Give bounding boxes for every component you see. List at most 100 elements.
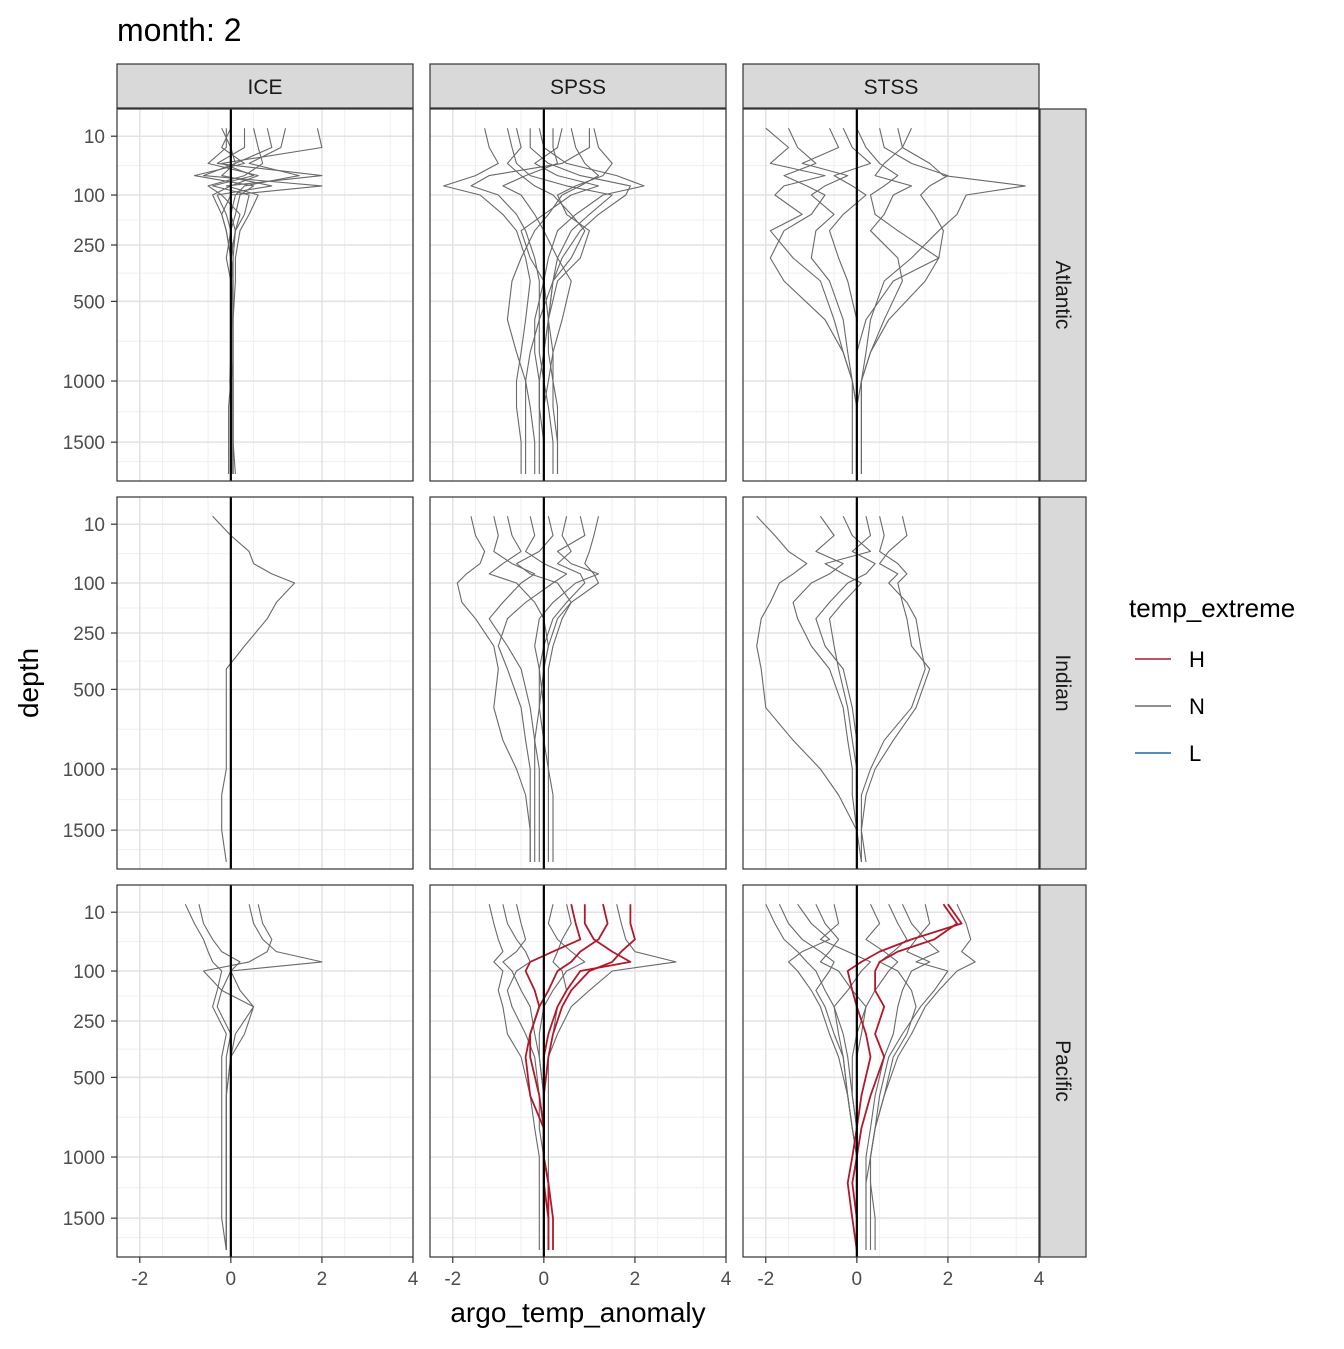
x-axis-label: argo_temp_anomaly (450, 1297, 705, 1328)
panel-background (430, 885, 726, 1257)
x-tick-label: 2 (630, 1269, 641, 1290)
panel-indian-stss (742, 496, 1040, 870)
panel-border (116, 108, 414, 482)
panel-atlantic-ice (116, 108, 414, 482)
strip-indian: Indian (1039, 496, 1087, 870)
x-tick-label: 2 (317, 1269, 328, 1290)
y-tick-label: 10 (84, 515, 105, 536)
strip-background (429, 63, 727, 109)
profile-line-n (543, 516, 600, 862)
chart-title: month: 2 (117, 12, 242, 48)
strip-label: Atlantic (1051, 261, 1074, 330)
profile-line-n (856, 127, 940, 474)
legend-label: N (1189, 694, 1205, 719)
profile-line-h (529, 903, 609, 1250)
profile-line-n (860, 516, 926, 862)
profile-line-h (846, 903, 963, 1251)
panel-border (116, 496, 414, 870)
panel-background (743, 497, 1039, 869)
profile-line-n (856, 128, 913, 474)
x-axis-ice: -2 0 2 4 (131, 1257, 419, 1290)
y-tick-label: 250 (73, 1012, 105, 1033)
profile-line-n (456, 516, 531, 862)
x-tick-label: 0 (226, 1269, 237, 1290)
profile-line-n (212, 128, 323, 474)
panel-indian-ice (116, 496, 414, 870)
panel-pacific-ice (116, 884, 414, 1258)
strip-background (742, 63, 1040, 109)
panel-atlantic-spss (429, 108, 727, 482)
profile-line-n (488, 516, 540, 862)
profile-line-n (860, 516, 931, 863)
y-tick-label: 1500 (63, 433, 105, 454)
strip-label: Indian (1051, 654, 1074, 711)
panel-border (116, 884, 414, 1258)
x-tick-label: 4 (1034, 1269, 1045, 1290)
y-axis-atlantic: 10 100 250 500 1000 1500 (63, 127, 117, 454)
profile-line-n (497, 516, 568, 862)
x-axis-spss: -2 0 2 4 (444, 1257, 732, 1290)
profile-line-n (792, 515, 858, 862)
y-tick-label: 1000 (63, 760, 105, 781)
strip-spss: SPSS (429, 63, 727, 109)
panel-background (743, 885, 1039, 1257)
strip-stss: STSS (742, 63, 1040, 109)
panel-border (742, 884, 1040, 1258)
y-tick-label: 500 (73, 680, 105, 701)
panel-border (742, 108, 1040, 482)
panel-background (117, 109, 413, 481)
profile-line-n (534, 128, 645, 474)
legend: temp_extreme HNL (1129, 593, 1295, 766)
profile-line-n (529, 128, 631, 474)
panel-pacific-spss (429, 884, 727, 1258)
strip-background (1039, 108, 1087, 482)
y-tick-label: 250 (73, 624, 105, 645)
x-tick-label: 4 (721, 1269, 732, 1290)
legend-item-l: L (1135, 741, 1201, 766)
profile-line-n (212, 515, 296, 863)
x-tick-label: 4 (408, 1269, 419, 1290)
profile-line-n (865, 904, 931, 1250)
panel-indian-spss (429, 496, 727, 870)
strip-background (1039, 496, 1087, 870)
strip-label: SPSS (550, 76, 606, 99)
profile-line-n (488, 516, 549, 862)
legend-item-n: N (1135, 694, 1205, 719)
panel-background (430, 109, 726, 481)
legend-label: H (1189, 647, 1205, 672)
strip-label: ICE (247, 76, 282, 99)
y-tick-label: 1000 (63, 1148, 105, 1169)
y-tick-label: 100 (73, 186, 105, 207)
profile-line-n (547, 904, 572, 1250)
y-axis-pacific: 10 100 250 500 1000 1500 (63, 903, 117, 1230)
x-tick-label: -2 (444, 1269, 461, 1290)
strip-background (1039, 884, 1087, 1258)
profile-line-n (506, 128, 586, 474)
profile-line-n (756, 515, 862, 863)
x-tick-label: -2 (131, 1269, 148, 1290)
y-axis-label: depth (13, 648, 44, 718)
y-tick-label: 250 (73, 236, 105, 257)
profile-line-n (184, 903, 227, 1251)
x-tick-label: 0 (539, 1269, 550, 1290)
profile-line-n (488, 904, 540, 1250)
legend-title: temp_extreme (1129, 593, 1295, 623)
panel-background (117, 497, 413, 869)
profile-line-n (769, 127, 858, 474)
panel-background (117, 885, 413, 1257)
profile-line-n (502, 128, 572, 474)
profile-line-n (520, 128, 600, 474)
panel-border (742, 496, 1040, 870)
strip-atlantic: Atlantic (1039, 108, 1087, 482)
x-tick-label: 0 (852, 1269, 863, 1290)
x-axis-stss: -2 0 2 4 (757, 1257, 1045, 1290)
profile-line-n (443, 128, 531, 474)
panel-border (429, 884, 727, 1258)
profile-line-n (202, 904, 273, 1250)
y-tick-label: 1000 (63, 372, 105, 393)
strip-pacific: Pacific (1039, 884, 1087, 1258)
legend-label: L (1189, 741, 1201, 766)
y-tick-label: 100 (73, 962, 105, 983)
